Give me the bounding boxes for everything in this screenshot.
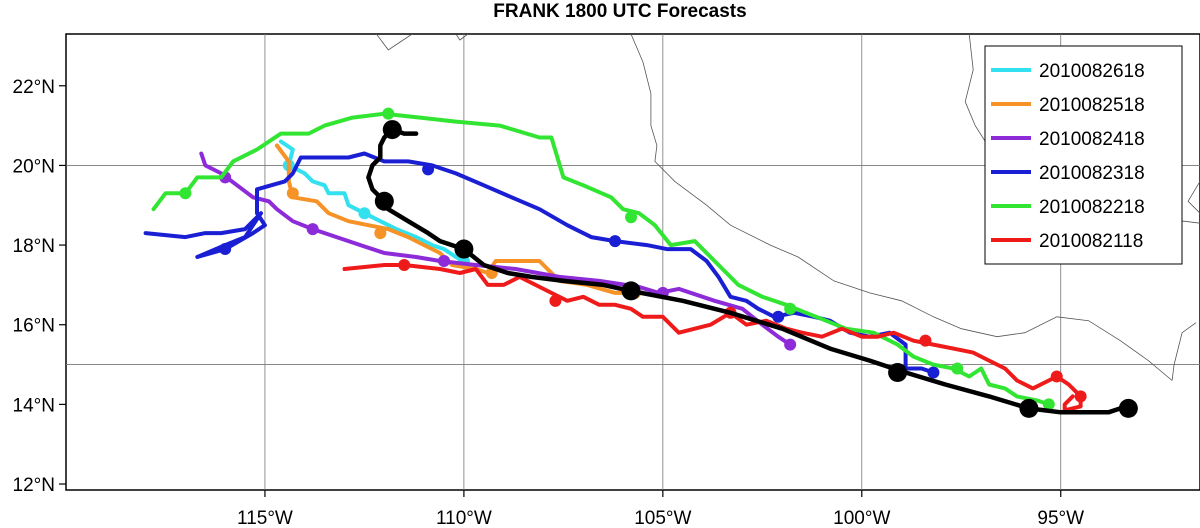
y-tick-label: 20°N [13, 156, 55, 177]
y-tick-label: 12°N [13, 475, 55, 496]
legend-item: 2010082418 [991, 129, 1145, 150]
y-axis: 12°N 14°N 16°N 18°N 20°N 22°N [13, 77, 66, 496]
legend-item: 2010082318 [991, 163, 1145, 184]
forecast-point [549, 294, 562, 307]
forecast-point [927, 366, 940, 379]
forecast-point [398, 258, 411, 271]
forecast-point [306, 223, 319, 236]
best-track-point [454, 239, 474, 259]
coastline-segment [1187, 181, 1200, 214]
legend-item: 2010082618 [991, 61, 1145, 82]
best-track-point [374, 191, 394, 211]
forecast-point [374, 227, 387, 240]
coastline-segment [1171, 322, 1197, 381]
best-track-point [382, 120, 402, 140]
legend-label: 2010082118 [1039, 231, 1143, 252]
best-track-series [366, 120, 1138, 418]
forecast-point [219, 243, 232, 256]
forecast-point [382, 107, 395, 120]
forecast-point [438, 255, 450, 268]
best-track-line [366, 127, 1131, 415]
best-track-point [1118, 398, 1138, 418]
legend: 2010082618 2010082518 2010082418 2010082318… [984, 45, 1183, 265]
best-track-point [888, 363, 908, 383]
legend-label: 2010082518 [1039, 95, 1145, 116]
legend-box [984, 45, 1183, 265]
forecast-track-line [151, 111, 1051, 407]
x-tick-label: 95°W [1037, 508, 1084, 528]
forecast-point [358, 207, 371, 220]
forecast-series-2010082318 [143, 151, 940, 379]
y-tick-label: 16°N [13, 316, 55, 337]
forecast-point [919, 334, 932, 347]
forecast-point [625, 211, 638, 224]
forecast-point [1042, 398, 1055, 411]
forecast-point [422, 163, 435, 176]
x-tick-label: 110°W [436, 508, 492, 528]
y-tick-label: 14°N [13, 395, 55, 416]
forecast-point [286, 187, 299, 200]
y-tick-label: 22°N [13, 77, 55, 98]
x-tick-label: 115°W [237, 508, 293, 528]
forecast-point [609, 235, 622, 248]
legend-label: 2010082618 [1039, 61, 1145, 82]
forecast-point [179, 187, 192, 200]
coastline-segment [455, 34, 469, 41]
legend-label: 2010082418 [1039, 129, 1145, 150]
coastline-segment [630, 34, 1173, 381]
forecast-track-line [342, 263, 1083, 413]
forecast-series-2010082218 [151, 107, 1055, 411]
forecast-point [784, 302, 797, 315]
legend-item: 2010082518 [991, 95, 1145, 116]
forecast-point [1074, 390, 1087, 403]
legend-label: 2010082318 [1039, 163, 1145, 184]
x-tick-label: 105°W [634, 508, 691, 528]
forecast-track-line [278, 139, 466, 263]
chart-title: FRANK 1800 UTC Forecasts [493, 1, 746, 22]
x-axis: 115°W 110°W 105°W 100°W 95°W [237, 490, 1084, 528]
forecast-point [784, 338, 797, 351]
forecast-tracks [143, 107, 1138, 418]
coastline-segment [376, 34, 413, 51]
forecast-track-line [143, 151, 936, 375]
y-tick-label: 18°N [13, 236, 55, 257]
best-track-point [621, 281, 641, 301]
legend-item: 2010082118 [991, 231, 1143, 252]
forecast-point [1050, 370, 1063, 383]
forecast-point [951, 362, 964, 375]
forecast-point [772, 310, 785, 323]
legend-item: 2010082218 [991, 197, 1145, 218]
legend-label: 2010082218 [1039, 197, 1145, 218]
best-track-point [1019, 398, 1039, 418]
x-tick-label: 100°W [833, 508, 890, 528]
